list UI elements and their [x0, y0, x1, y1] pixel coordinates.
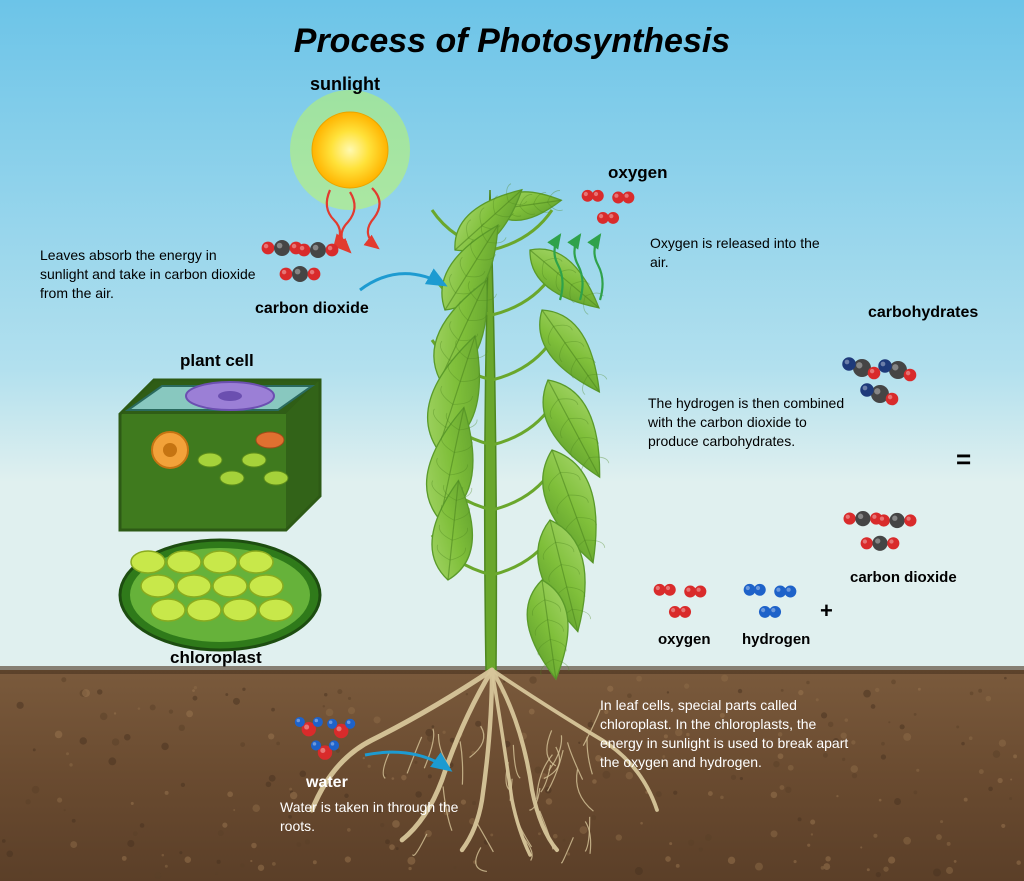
oxygen-label: oxygen	[608, 163, 668, 183]
water-description-caption: Water is taken in through the roots.	[280, 798, 480, 836]
plant-cell-label: plant cell	[180, 351, 254, 371]
oxygen-eq-label: oxygen	[658, 631, 711, 648]
chloroplast-description-caption: In leaf cells, special parts called chlo…	[600, 696, 850, 772]
carbon-dioxide-eq-label: carbon dioxide	[850, 569, 957, 586]
diagram-title: Process of Photosynthesis	[0, 22, 1024, 61]
photosynthesis-diagram: Process of Photosynthesis sunlight plant…	[0, 0, 1024, 881]
plus-sign: +	[820, 598, 833, 624]
water-label: water	[306, 774, 348, 792]
carbon-dioxide-label: carbon dioxide	[255, 300, 369, 318]
diagram-svg	[0, 0, 1024, 881]
plant-cell-icon	[120, 380, 320, 530]
chloroplast-icon	[120, 540, 320, 650]
equals-sign: =	[956, 444, 971, 475]
chloroplast-label: chloroplast	[170, 648, 262, 668]
sunlight-label: sunlight	[310, 74, 380, 95]
hydrogen-combine-caption: The hydrogen is then combined with the c…	[648, 394, 848, 451]
hydrogen-eq-label: hydrogen	[742, 631, 810, 648]
leaves-absorb-caption: Leaves absorb the energy in sunlight and…	[40, 246, 260, 303]
oxygen-release-caption: Oxygen is released into the air.	[650, 234, 830, 272]
carbohydrates-label: carbohydrates	[868, 304, 978, 322]
